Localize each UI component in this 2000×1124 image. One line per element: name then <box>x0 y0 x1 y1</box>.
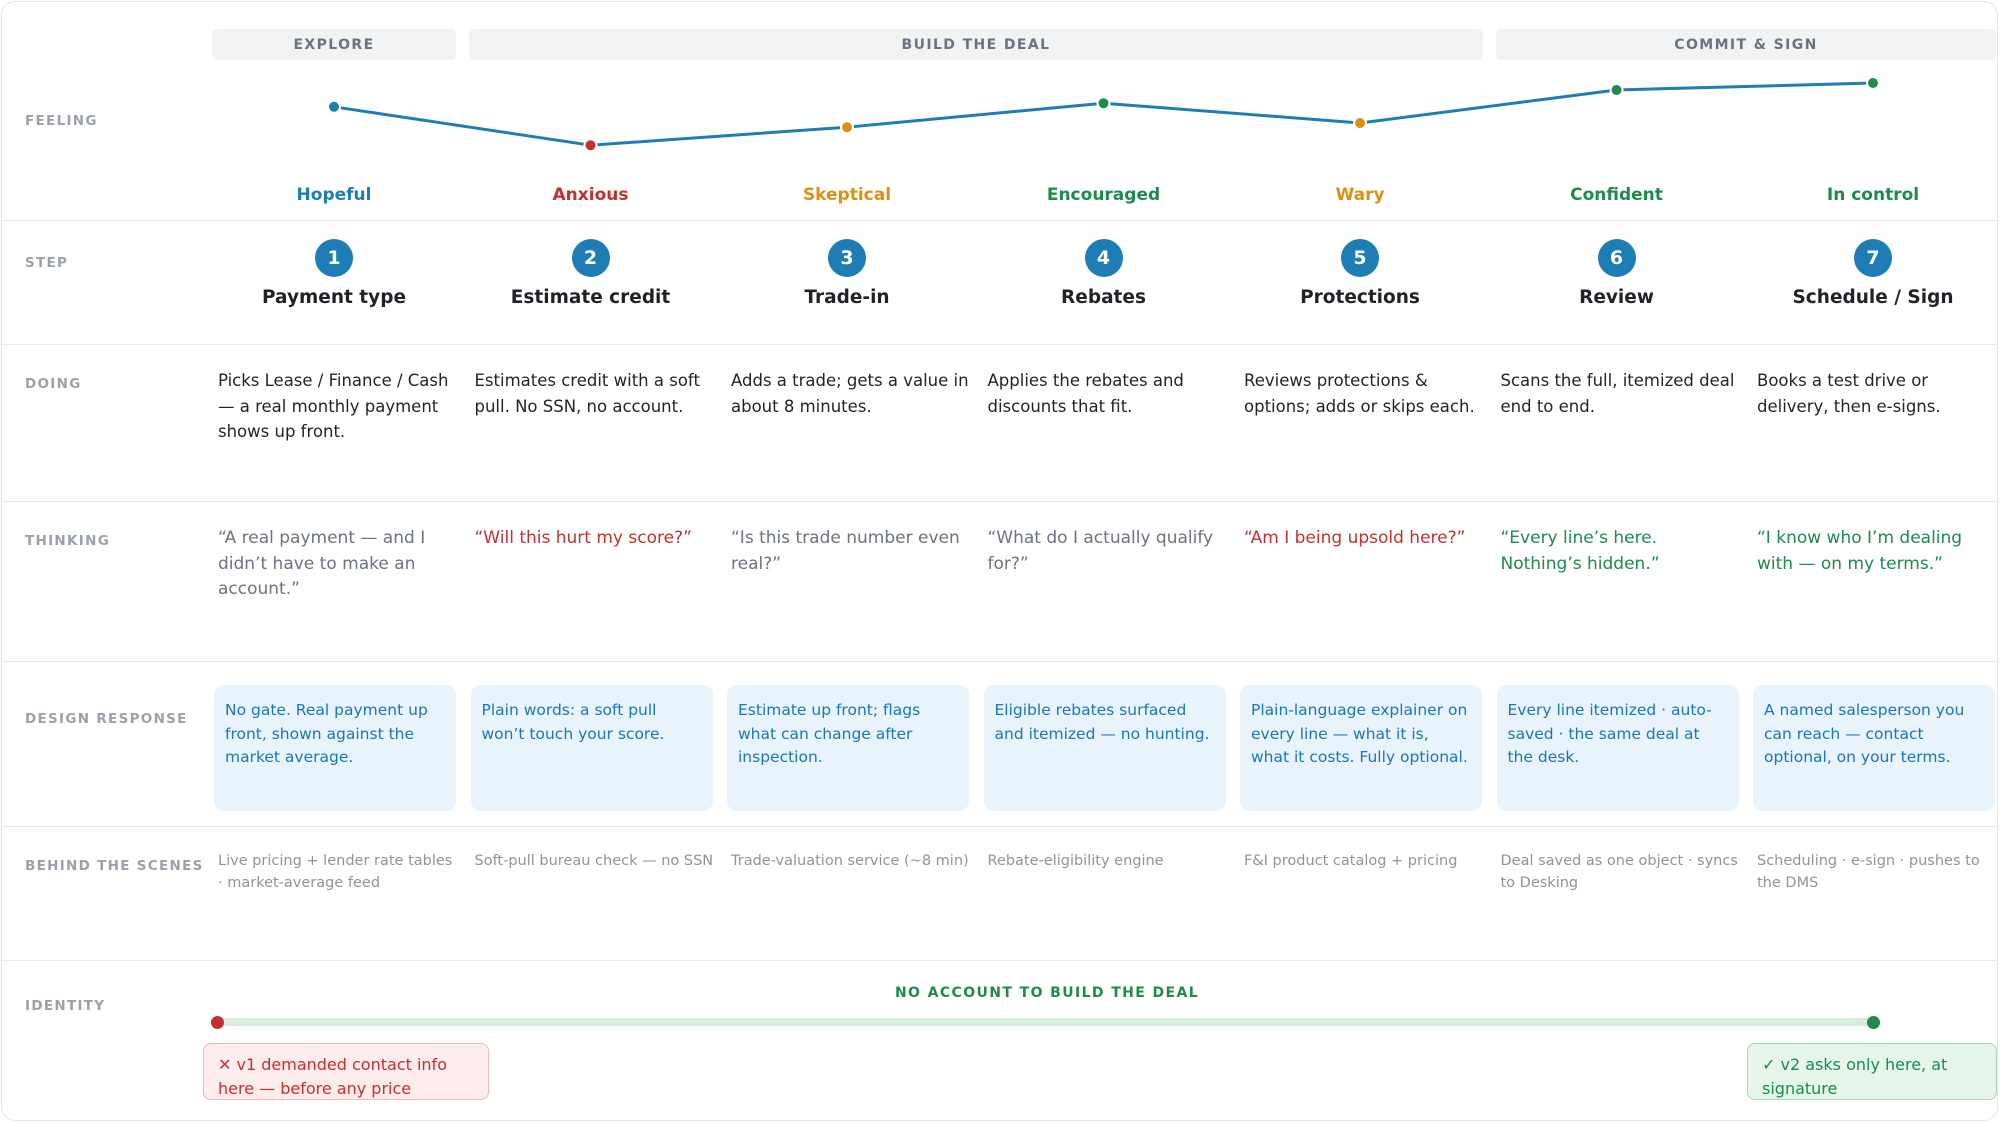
feeling-label: In control <box>1826 185 1920 205</box>
behind-the-scenes-text: Deal saved as one object · syncs to Desk… <box>1500 853 1738 891</box>
feeling-label: Wary <box>1335 185 1385 205</box>
doing-text: Reviews protections & options; adds or s… <box>1244 371 1475 416</box>
doing-text: Applies the rebates and discounts that f… <box>987 371 1184 416</box>
doing-text: Books a test drive or delivery, then e-s… <box>1757 371 1941 416</box>
v2-signature-note: ✓ v2 asks only here, at signature <box>1747 1043 1997 1100</box>
step-title: Rebates <box>1061 287 1146 308</box>
thinking-quote: “Will this hurt my score?” <box>474 528 692 548</box>
thinking-quote: “Am I being upsold here?” <box>1244 528 1466 548</box>
feeling-curve-line <box>333 81 1874 147</box>
behind-the-scenes-text: Trade-valuation service (~8 min) <box>731 853 969 869</box>
row-label-identity: IDENTITY <box>25 998 106 1014</box>
phase-commit-and-sign: COMMIT & SIGN <box>1496 29 1996 60</box>
feeling-point <box>1353 116 1367 130</box>
step-number-badge: 6 <box>1597 239 1636 277</box>
row-label-thinking: THINKING <box>25 533 111 549</box>
thinking-quote: “What do I actually qualify for?” <box>987 528 1214 574</box>
row-divider <box>2 661 1997 662</box>
behind-the-scenes-text: Live pricing + lender rate tables · mark… <box>218 853 453 891</box>
behind-the-scenes-text: F&I product catalog + pricing <box>1244 853 1458 869</box>
phase-build-the-deal: BUILD THE DEAL <box>469 29 1483 60</box>
row-divider <box>2 501 1997 502</box>
close-icon: ✕ <box>218 1055 232 1074</box>
step-title: Payment type <box>261 287 406 308</box>
row-label-behind-the-scenes: BEHIND THE SCENES <box>25 858 204 874</box>
check-icon: ✓ <box>1762 1055 1776 1074</box>
identity-end-dot <box>1867 1016 1880 1029</box>
step-number-badge: 5 <box>1341 239 1379 277</box>
feeling-label: Confident <box>1570 185 1663 205</box>
step-number-badge: 4 <box>1084 239 1123 277</box>
design-response-card: Plain words: a soft pull won’t touch you… <box>470 685 713 811</box>
feeling-curve <box>327 76 1880 153</box>
feeling-point <box>1866 76 1880 90</box>
step-title: Review <box>1579 287 1654 308</box>
row-label-step: STEP <box>25 255 69 271</box>
step-number-badge: 1 <box>315 239 353 277</box>
v1-contact-note: ✕ v1 demanded contact info here — before… <box>203 1043 489 1100</box>
thinking-quote: “Is this trade number even real?” <box>731 528 960 574</box>
thinking-quote: “I know who I’m dealing with — on my ter… <box>1757 528 1963 574</box>
design-response-card: No gate. Real payment up front, shown ag… <box>214 685 456 811</box>
step-title: Trade-in <box>804 287 890 308</box>
step-title: Estimate credit <box>510 287 671 308</box>
feeling-point <box>583 138 598 153</box>
design-response-card: Eligible rebates surfaced and itemized —… <box>983 685 1226 811</box>
design-response-card: Every line itemized · auto-saved · the s… <box>1496 685 1739 811</box>
phase-explore: EXPLORE <box>212 29 456 60</box>
step-title: Protections <box>1300 287 1420 308</box>
identity-title: NO ACCOUNT TO BUILD THE DEAL <box>894 985 1200 1001</box>
feeling-label: Skeptical <box>802 185 892 205</box>
feeling-label: Hopeful <box>296 185 372 205</box>
feeling-point <box>1096 96 1111 111</box>
thinking-quote: “Every line’s here. Nothing’s hidden.” <box>1500 528 1660 574</box>
feeling-point <box>327 99 341 114</box>
design-response-card: A named salesperson you can reach — cont… <box>1753 685 1995 811</box>
behind-the-scenes-text: Scheduling · e-sign · pushes to the DMS <box>1757 853 1980 891</box>
row-divider <box>2 826 1997 827</box>
row-label-design-response: DESIGN RESPONSE <box>25 711 188 727</box>
doing-text: Estimates credit with a soft pull. No SS… <box>474 371 700 416</box>
step-number-badge: 3 <box>828 239 866 277</box>
row-label-feeling: FEELING <box>25 113 98 129</box>
design-response-card: Estimate up front; flags what can change… <box>727 685 969 811</box>
row-divider <box>2 960 1997 961</box>
identity-start-dot <box>211 1016 224 1029</box>
thinking-quote: “A real payment — and I didn’t have to m… <box>218 528 426 599</box>
step-title: Schedule / Sign <box>1792 287 1954 308</box>
step-number-badge: 7 <box>1854 239 1892 277</box>
row-divider <box>2 220 1997 221</box>
feeling-point <box>840 120 854 135</box>
identity-track <box>217 1018 1873 1026</box>
step-number-badge: 2 <box>571 239 610 277</box>
row-divider <box>2 344 1997 345</box>
doing-text: Scans the full, itemized deal end to end… <box>1500 371 1735 416</box>
feeling-label: Encouraged <box>1046 185 1161 205</box>
behind-the-scenes-text: Soft-pull bureau check — no SSN <box>474 853 714 869</box>
v1-contact-note-text: v1 demanded contact info here — before a… <box>218 1055 447 1098</box>
v2-signature-note-text: v2 asks only here, at signature <box>1762 1055 1948 1098</box>
feeling-point <box>1609 83 1624 97</box>
design-response-card: Plain-language explainer on every line —… <box>1240 685 1482 811</box>
row-label-doing: DOING <box>25 376 82 392</box>
doing-text: Adds a trade; gets a value in about 8 mi… <box>731 371 969 416</box>
behind-the-scenes-text: Rebate-eligibility engine <box>987 853 1164 869</box>
doing-text: Picks Lease / Finance / Cash — a real mo… <box>218 371 449 441</box>
feeling-label: Anxious <box>552 185 629 205</box>
